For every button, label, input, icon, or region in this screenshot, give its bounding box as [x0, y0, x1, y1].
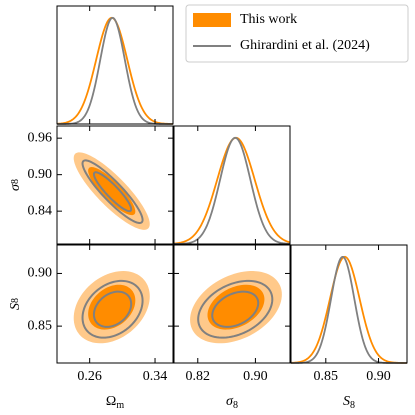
contour: [197, 279, 274, 339]
x-tick-label: 0.82: [186, 369, 211, 384]
x-tick-label: 0.90: [243, 369, 268, 384]
axis-label: σ8: [226, 394, 238, 411]
contour: [92, 290, 133, 328]
density-curve: [173, 136, 291, 245]
axis-label: S8: [8, 298, 23, 310]
contour: [81, 279, 144, 339]
panel: [56, 5, 174, 125]
density-curve: [56, 16, 173, 125]
panel: 0.85 0.90: [290, 244, 408, 384]
contour: [92, 171, 133, 213]
panel-frame: [173, 125, 291, 245]
y-tick-label: 0.90: [28, 266, 53, 281]
axis-symbol: σ: [8, 183, 23, 191]
y-tick-label: 0.84: [28, 203, 53, 218]
contour: [211, 290, 260, 328]
panel: 0.82 0.90: [173, 244, 291, 384]
density-curve: [173, 136, 291, 245]
legend-label: This work: [240, 12, 297, 27]
axis-label: σ8: [8, 179, 23, 191]
axis-subscript: 8: [10, 179, 21, 184]
x-tick-label: 0.34: [143, 369, 168, 384]
y-tick-label: 0.96: [28, 130, 53, 145]
axis-subscript: m: [116, 400, 124, 411]
y-tick-label: 0.85: [28, 318, 53, 333]
panel-frame: [56, 5, 174, 125]
legend-swatch: [193, 13, 231, 27]
panel: 0.26 0.34 0.85 0.90: [28, 244, 174, 384]
x-tick-label: 0.85: [314, 369, 339, 384]
density-curve: [291, 255, 407, 364]
contour: [88, 167, 136, 216]
panel-frame: [56, 125, 174, 245]
panel: [173, 125, 291, 245]
x-tick-label: 0.26: [77, 369, 102, 384]
axis-subscript: 8: [350, 400, 355, 411]
axis-symbol: S: [8, 303, 23, 310]
axis-symbol: σ: [226, 394, 234, 409]
axis-subscript: 8: [10, 298, 21, 303]
axis-subscript: 8: [233, 400, 238, 411]
legend-label: Ghirardini et al. (2024): [240, 38, 370, 53]
panel: 0.84 0.90 0.96: [28, 125, 174, 245]
axis-label: Ωm: [106, 394, 124, 411]
axis-symbol: S: [343, 394, 350, 409]
y-tick-label: 0.90: [28, 167, 53, 182]
density-curve: [290, 255, 408, 364]
contour: [81, 159, 144, 224]
panel-frame: [290, 244, 408, 364]
density-curve: [56, 16, 174, 125]
legend-frame: [185, 4, 409, 63]
axis-label: S8: [343, 394, 355, 411]
x-tick-label: 0.90: [366, 369, 391, 384]
panel-frame: [173, 244, 291, 364]
panel-frame: [56, 244, 174, 364]
axis-symbol: Ω: [106, 394, 116, 409]
